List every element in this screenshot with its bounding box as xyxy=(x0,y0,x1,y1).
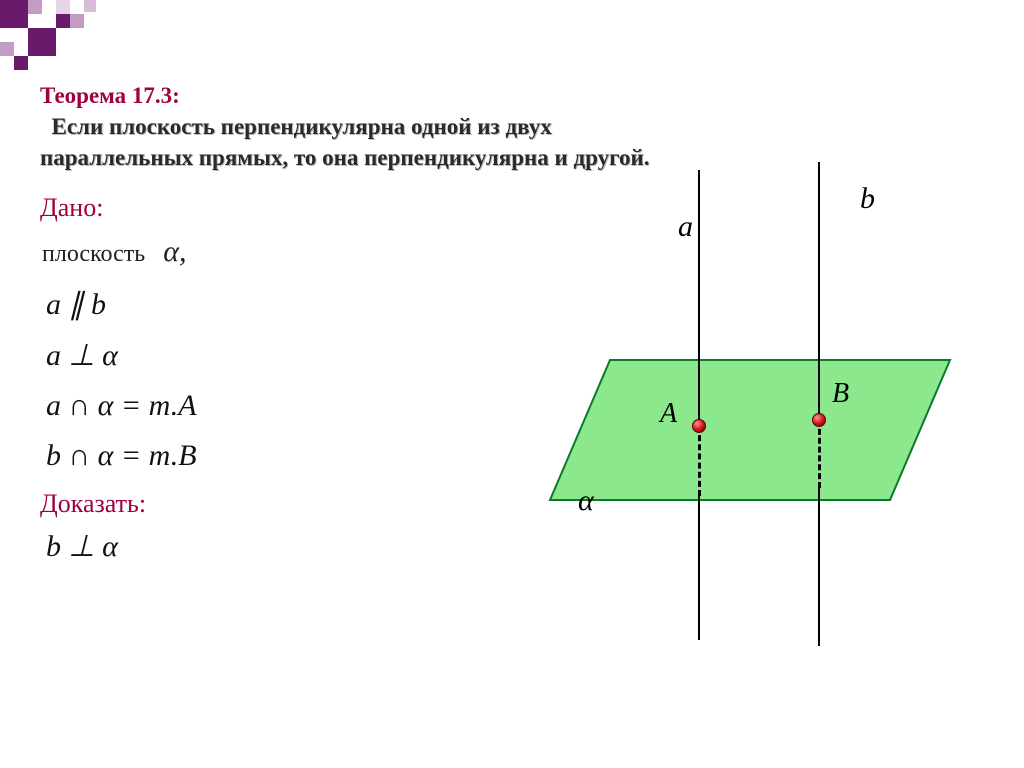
deco-square xyxy=(56,0,70,14)
plane-word: плоскость xyxy=(42,241,145,267)
deco-square xyxy=(28,28,56,56)
corner-decoration xyxy=(0,0,200,80)
geometry-diagram: α a b A B xyxy=(520,170,980,650)
deco-square xyxy=(70,14,84,28)
deco-square xyxy=(0,0,28,28)
theorem-line-2: параллельных прямых, то она перпендикуля… xyxy=(40,145,650,170)
line-a-label: a xyxy=(678,210,693,244)
deco-square xyxy=(0,42,14,56)
line-b-label: b xyxy=(860,182,875,216)
deco-square xyxy=(28,0,42,14)
deco-square xyxy=(56,14,70,28)
point-a xyxy=(692,419,706,433)
line-b-lower xyxy=(818,488,820,646)
alpha-label: α xyxy=(578,484,594,518)
deco-square xyxy=(84,0,96,12)
plane-alpha xyxy=(540,350,960,510)
line-b-upper xyxy=(818,162,820,420)
theorem-number: Теорема 17.3: xyxy=(40,83,180,108)
deco-square xyxy=(14,56,28,70)
theorem-title: Теорема 17.3: Если плоскость перпендикул… xyxy=(40,80,984,173)
point-b-label: B xyxy=(832,378,849,410)
line-a-dashed xyxy=(698,426,701,496)
line-b-dashed xyxy=(818,420,821,488)
line-a-upper xyxy=(698,170,700,426)
point-b xyxy=(812,413,826,427)
line-a-lower xyxy=(698,496,700,640)
point-a-label: A xyxy=(660,398,677,430)
alpha-symbol: α, xyxy=(163,235,186,268)
theorem-line-1: Если плоскость перпендикулярна одной из … xyxy=(40,114,552,139)
